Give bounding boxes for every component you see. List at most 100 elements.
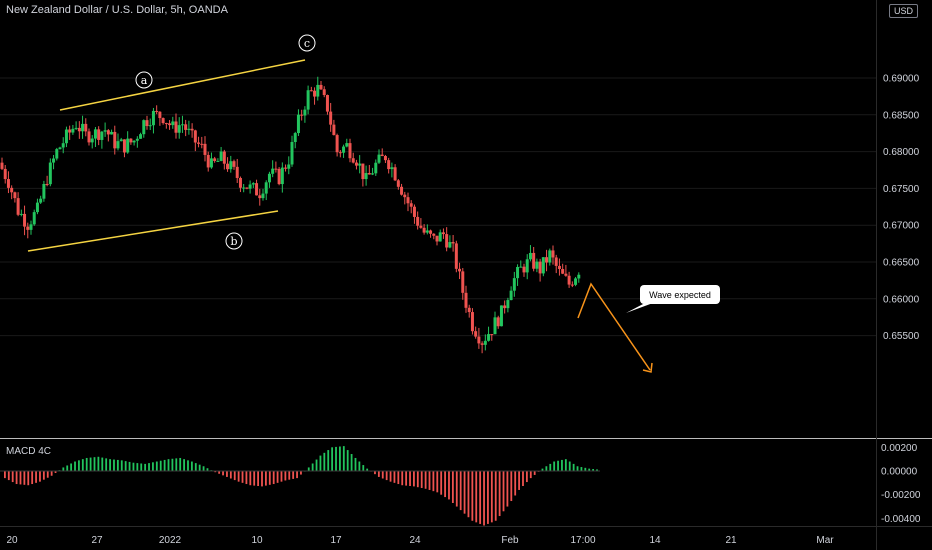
candle-body — [229, 161, 233, 170]
candle-body — [29, 224, 33, 230]
candle-body — [222, 151, 226, 164]
macd-bar — [81, 459, 84, 471]
time-tick-label: 10 — [251, 535, 263, 546]
candle-body — [0, 162, 4, 169]
macd-bar — [451, 471, 454, 503]
macd-bar — [39, 471, 41, 482]
macd-bar — [529, 471, 532, 479]
macd-bar — [311, 463, 314, 471]
macd-bar — [257, 471, 260, 487]
macd-bar — [549, 463, 552, 471]
macd-bar — [218, 471, 221, 474]
candle-body — [58, 147, 62, 150]
candle-body — [383, 156, 387, 161]
macd-bar — [120, 460, 123, 471]
macd-bar — [93, 457, 96, 471]
macd-bar — [374, 471, 376, 475]
macd-bar — [202, 466, 205, 471]
macd-bar — [113, 459, 115, 471]
candle-body — [90, 138, 94, 143]
candle-body — [68, 129, 72, 133]
macd-bar — [553, 461, 556, 471]
wave-drawings[interactable]: a b c — [27, 34, 653, 373]
candle-body — [23, 213, 27, 227]
candle-body — [45, 183, 49, 185]
macd-bar — [300, 471, 302, 475]
candle-body — [293, 133, 297, 142]
candle-body — [490, 334, 494, 336]
candle-body — [380, 154, 384, 157]
wave-label-circle[interactable] — [225, 232, 243, 250]
candle-body — [396, 180, 400, 187]
candle-body — [419, 225, 423, 228]
candle-body — [287, 164, 291, 169]
wave-expected-callout[interactable]: Wave expected — [640, 285, 720, 304]
macd-bar — [214, 471, 217, 473]
macd-bar — [576, 466, 579, 471]
candle-body — [412, 206, 416, 217]
candle-body — [432, 233, 436, 236]
callout-pointer — [626, 303, 653, 313]
candle-body — [168, 123, 172, 126]
projection-path[interactable] — [577, 282, 651, 371]
candle-body — [16, 198, 20, 215]
macd-bar — [237, 471, 240, 482]
macd-tick-label: 0.00000 — [881, 467, 918, 478]
chart-title: New Zealand Dollar / U.S. Dollar, 5h, OA… — [6, 4, 228, 16]
macd-bar — [397, 471, 400, 485]
candle-body — [548, 250, 552, 263]
candle-body — [139, 134, 143, 139]
macd-indicator-title[interactable]: MACD 4C — [6, 446, 52, 457]
candle-body — [61, 143, 65, 148]
price-tick-label: 0.68500 — [883, 110, 920, 121]
wave-label-circle[interactable] — [298, 34, 316, 52]
macd-bar — [152, 462, 154, 471]
currency-badge[interactable]: USD — [888, 4, 918, 18]
macd-bar — [350, 454, 353, 471]
candle-body — [255, 183, 259, 196]
macd-bar — [163, 459, 166, 471]
candle-body — [358, 163, 362, 166]
candle-body — [103, 130, 107, 132]
projection-arrowhead — [642, 362, 653, 373]
candle-body — [213, 158, 217, 162]
macd-bar — [233, 471, 236, 481]
wave-label-circle[interactable] — [135, 71, 153, 89]
macd-bar — [444, 471, 446, 498]
candle-body — [267, 173, 271, 183]
channel-lower-line[interactable] — [27, 210, 279, 252]
macd-bar — [389, 471, 392, 482]
candle-body — [516, 266, 520, 279]
candle-body — [52, 158, 56, 163]
price-tick-label: 0.67500 — [883, 184, 920, 195]
candle-body — [177, 125, 181, 133]
time-axis: 20 27 2022 10 17 24 Feb 17:00 14 21 Mar — [6, 535, 834, 546]
candle-body — [19, 213, 23, 215]
candle-body — [429, 230, 433, 234]
candle-body — [113, 131, 117, 149]
macd-bar — [541, 468, 544, 471]
macd-bar — [315, 459, 318, 471]
candle-body — [155, 110, 159, 112]
macd-bar — [11, 471, 14, 483]
macd-bar — [366, 468, 369, 471]
candle-body — [554, 257, 558, 266]
candle-body — [274, 168, 278, 170]
macd-bar — [346, 450, 349, 471]
candle-body — [135, 138, 139, 141]
wave-label-c: c — [304, 37, 310, 50]
candle-body — [290, 141, 294, 165]
macd-bar — [327, 450, 330, 471]
candle-body — [32, 212, 36, 225]
macd-bar — [525, 471, 528, 483]
channel-upper-line[interactable] — [59, 59, 306, 111]
macd-bar — [514, 471, 517, 496]
candle-body — [464, 292, 468, 308]
macd-bar — [187, 460, 189, 471]
candle-body — [445, 234, 449, 248]
macd-bar — [4, 471, 6, 479]
candle-body — [280, 167, 284, 185]
candle-body — [161, 118, 165, 124]
candle-body — [345, 143, 349, 147]
